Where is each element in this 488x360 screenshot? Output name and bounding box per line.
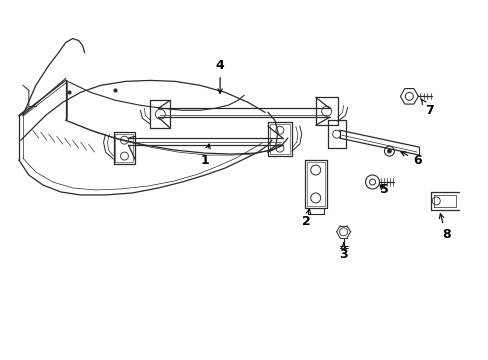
Text: 7: 7	[420, 99, 433, 117]
Text: 5: 5	[379, 184, 388, 197]
Text: 1: 1	[201, 144, 210, 167]
Circle shape	[386, 149, 390, 153]
Text: 2: 2	[302, 209, 310, 228]
Text: 4: 4	[215, 59, 224, 93]
Text: 3: 3	[339, 243, 347, 261]
Text: 8: 8	[439, 214, 449, 241]
Text: 6: 6	[400, 152, 421, 167]
